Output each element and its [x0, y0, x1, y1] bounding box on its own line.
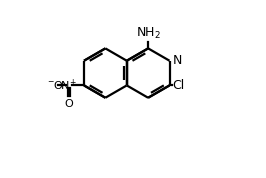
Text: Cl: Cl: [172, 79, 185, 92]
Text: $^{-}$O: $^{-}$O: [47, 79, 64, 91]
Text: N$^+$: N$^+$: [60, 77, 78, 93]
Text: NH$_2$: NH$_2$: [136, 26, 161, 41]
Text: N: N: [172, 54, 182, 67]
Text: O: O: [64, 99, 73, 109]
